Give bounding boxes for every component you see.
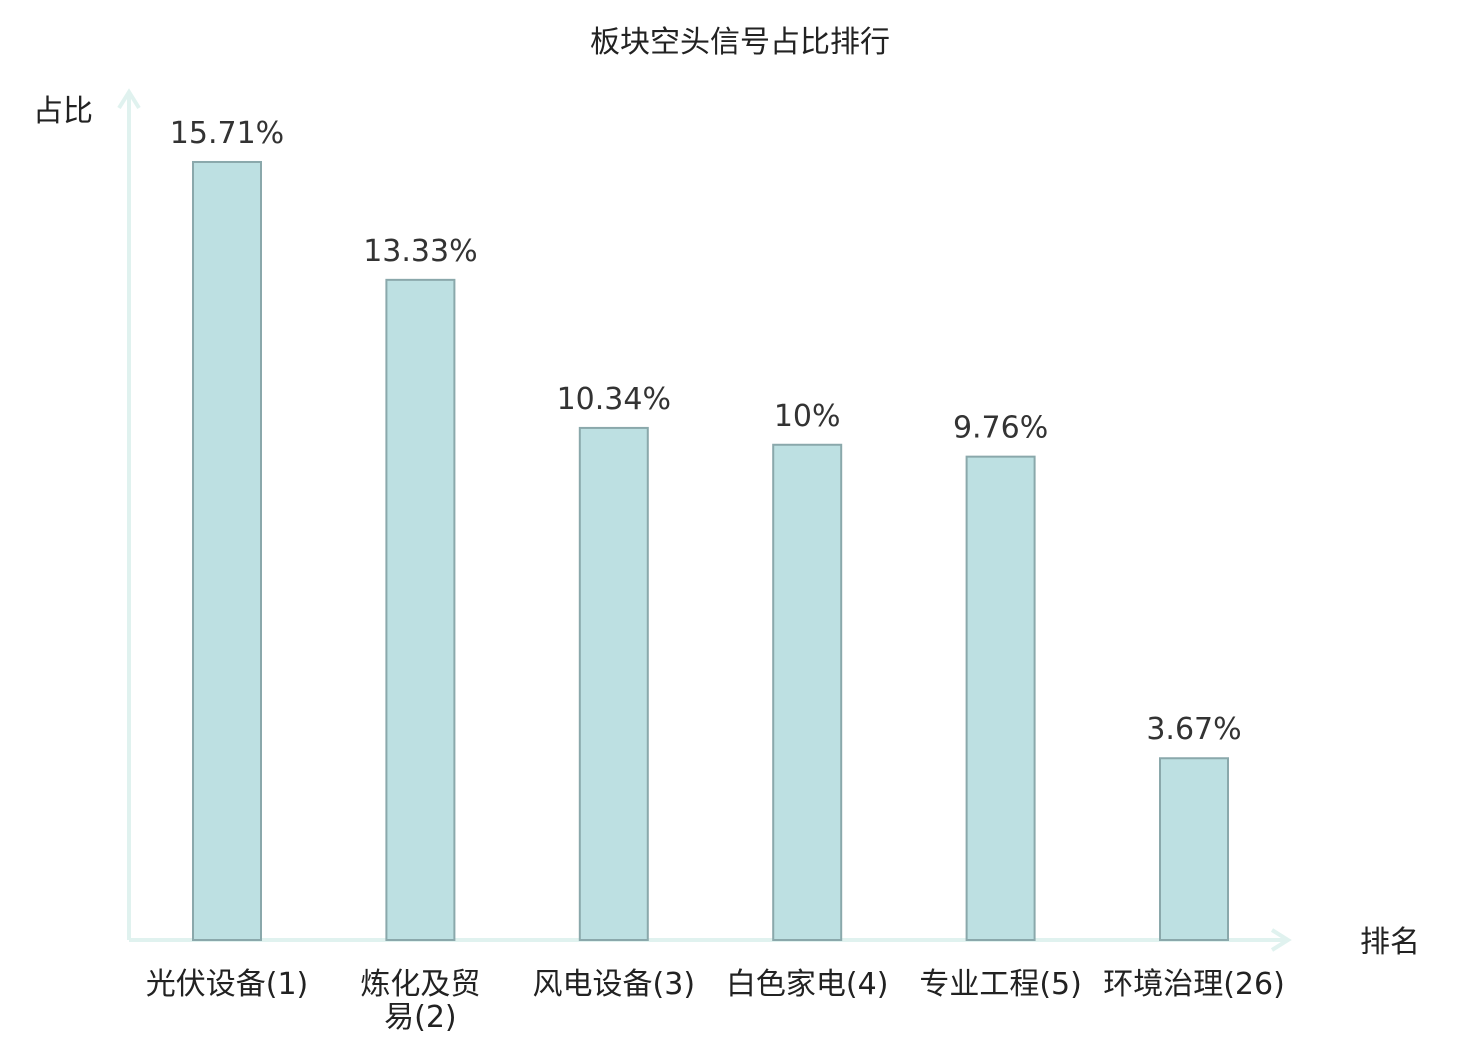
bar xyxy=(578,426,649,941)
x-axis-label: 排名 xyxy=(1360,925,1420,960)
chart-title: 板块空头信号占比排行 xyxy=(590,25,890,60)
bar xyxy=(192,160,262,941)
x-tick-label: 易(2) xyxy=(384,1000,457,1035)
bar xyxy=(1159,757,1229,941)
data-label: 9.76% xyxy=(953,411,1048,446)
x-tick-label: 环境治理(26) xyxy=(1103,967,1285,1002)
x-tick-label: 炼化及贸 xyxy=(360,967,480,1002)
bar-group xyxy=(192,160,1229,942)
x-tick-label: 光伏设备(1) xyxy=(146,967,309,1002)
bar xyxy=(772,443,843,941)
x-tick-label: 专业工程(5) xyxy=(919,967,1082,1002)
x-axis-arrow xyxy=(1270,928,1292,952)
bar xyxy=(385,278,456,942)
x-tick-label: 白色家电(4) xyxy=(726,967,889,1002)
data-label: 13.33% xyxy=(363,234,477,269)
x-tick-label: 风电设备(3) xyxy=(533,967,696,1002)
y-axis-arrow xyxy=(117,88,141,110)
data-label: 15.71% xyxy=(170,116,284,151)
y-axis-label: 占比 xyxy=(33,94,93,129)
value-label-group: 15.71% 13.33% 10.34% 10% 9.76% 3.67% xyxy=(170,116,1242,747)
data-label: 10.34% xyxy=(557,382,671,417)
data-label: 3.67% xyxy=(1146,712,1241,747)
bar xyxy=(965,455,1036,941)
data-label: 10% xyxy=(774,399,841,434)
